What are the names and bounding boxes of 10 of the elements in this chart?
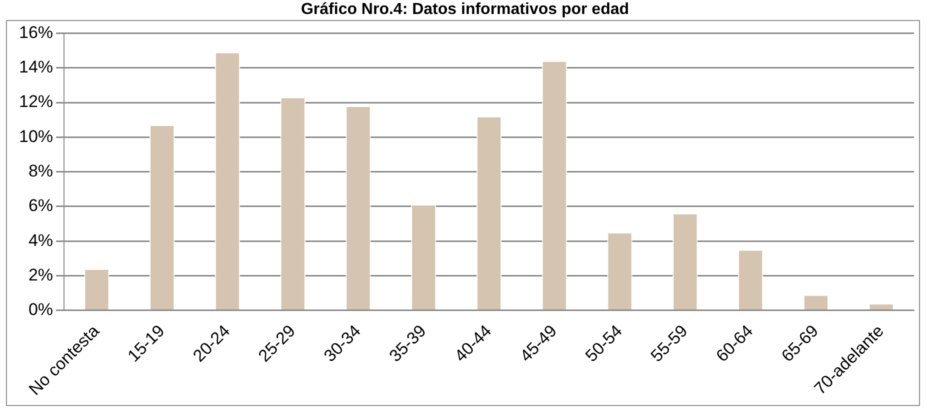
chart-title: Gráfico Nro.4: Datos informativos por edad bbox=[300, 1, 630, 18]
y-tick-label: 0% bbox=[28, 300, 54, 320]
y-tick-label: 8% bbox=[28, 162, 54, 180]
y-tick-label: 16% bbox=[18, 22, 54, 42]
y-tick-label: 2% bbox=[28, 265, 54, 284]
y-tick-label: 6% bbox=[28, 196, 54, 216]
y-tick-label: 14% bbox=[18, 58, 54, 77]
y-tick-label: 4% bbox=[28, 230, 54, 250]
y-tick-label: 10% bbox=[18, 126, 54, 146]
y-tick-label: 12% bbox=[18, 92, 54, 112]
